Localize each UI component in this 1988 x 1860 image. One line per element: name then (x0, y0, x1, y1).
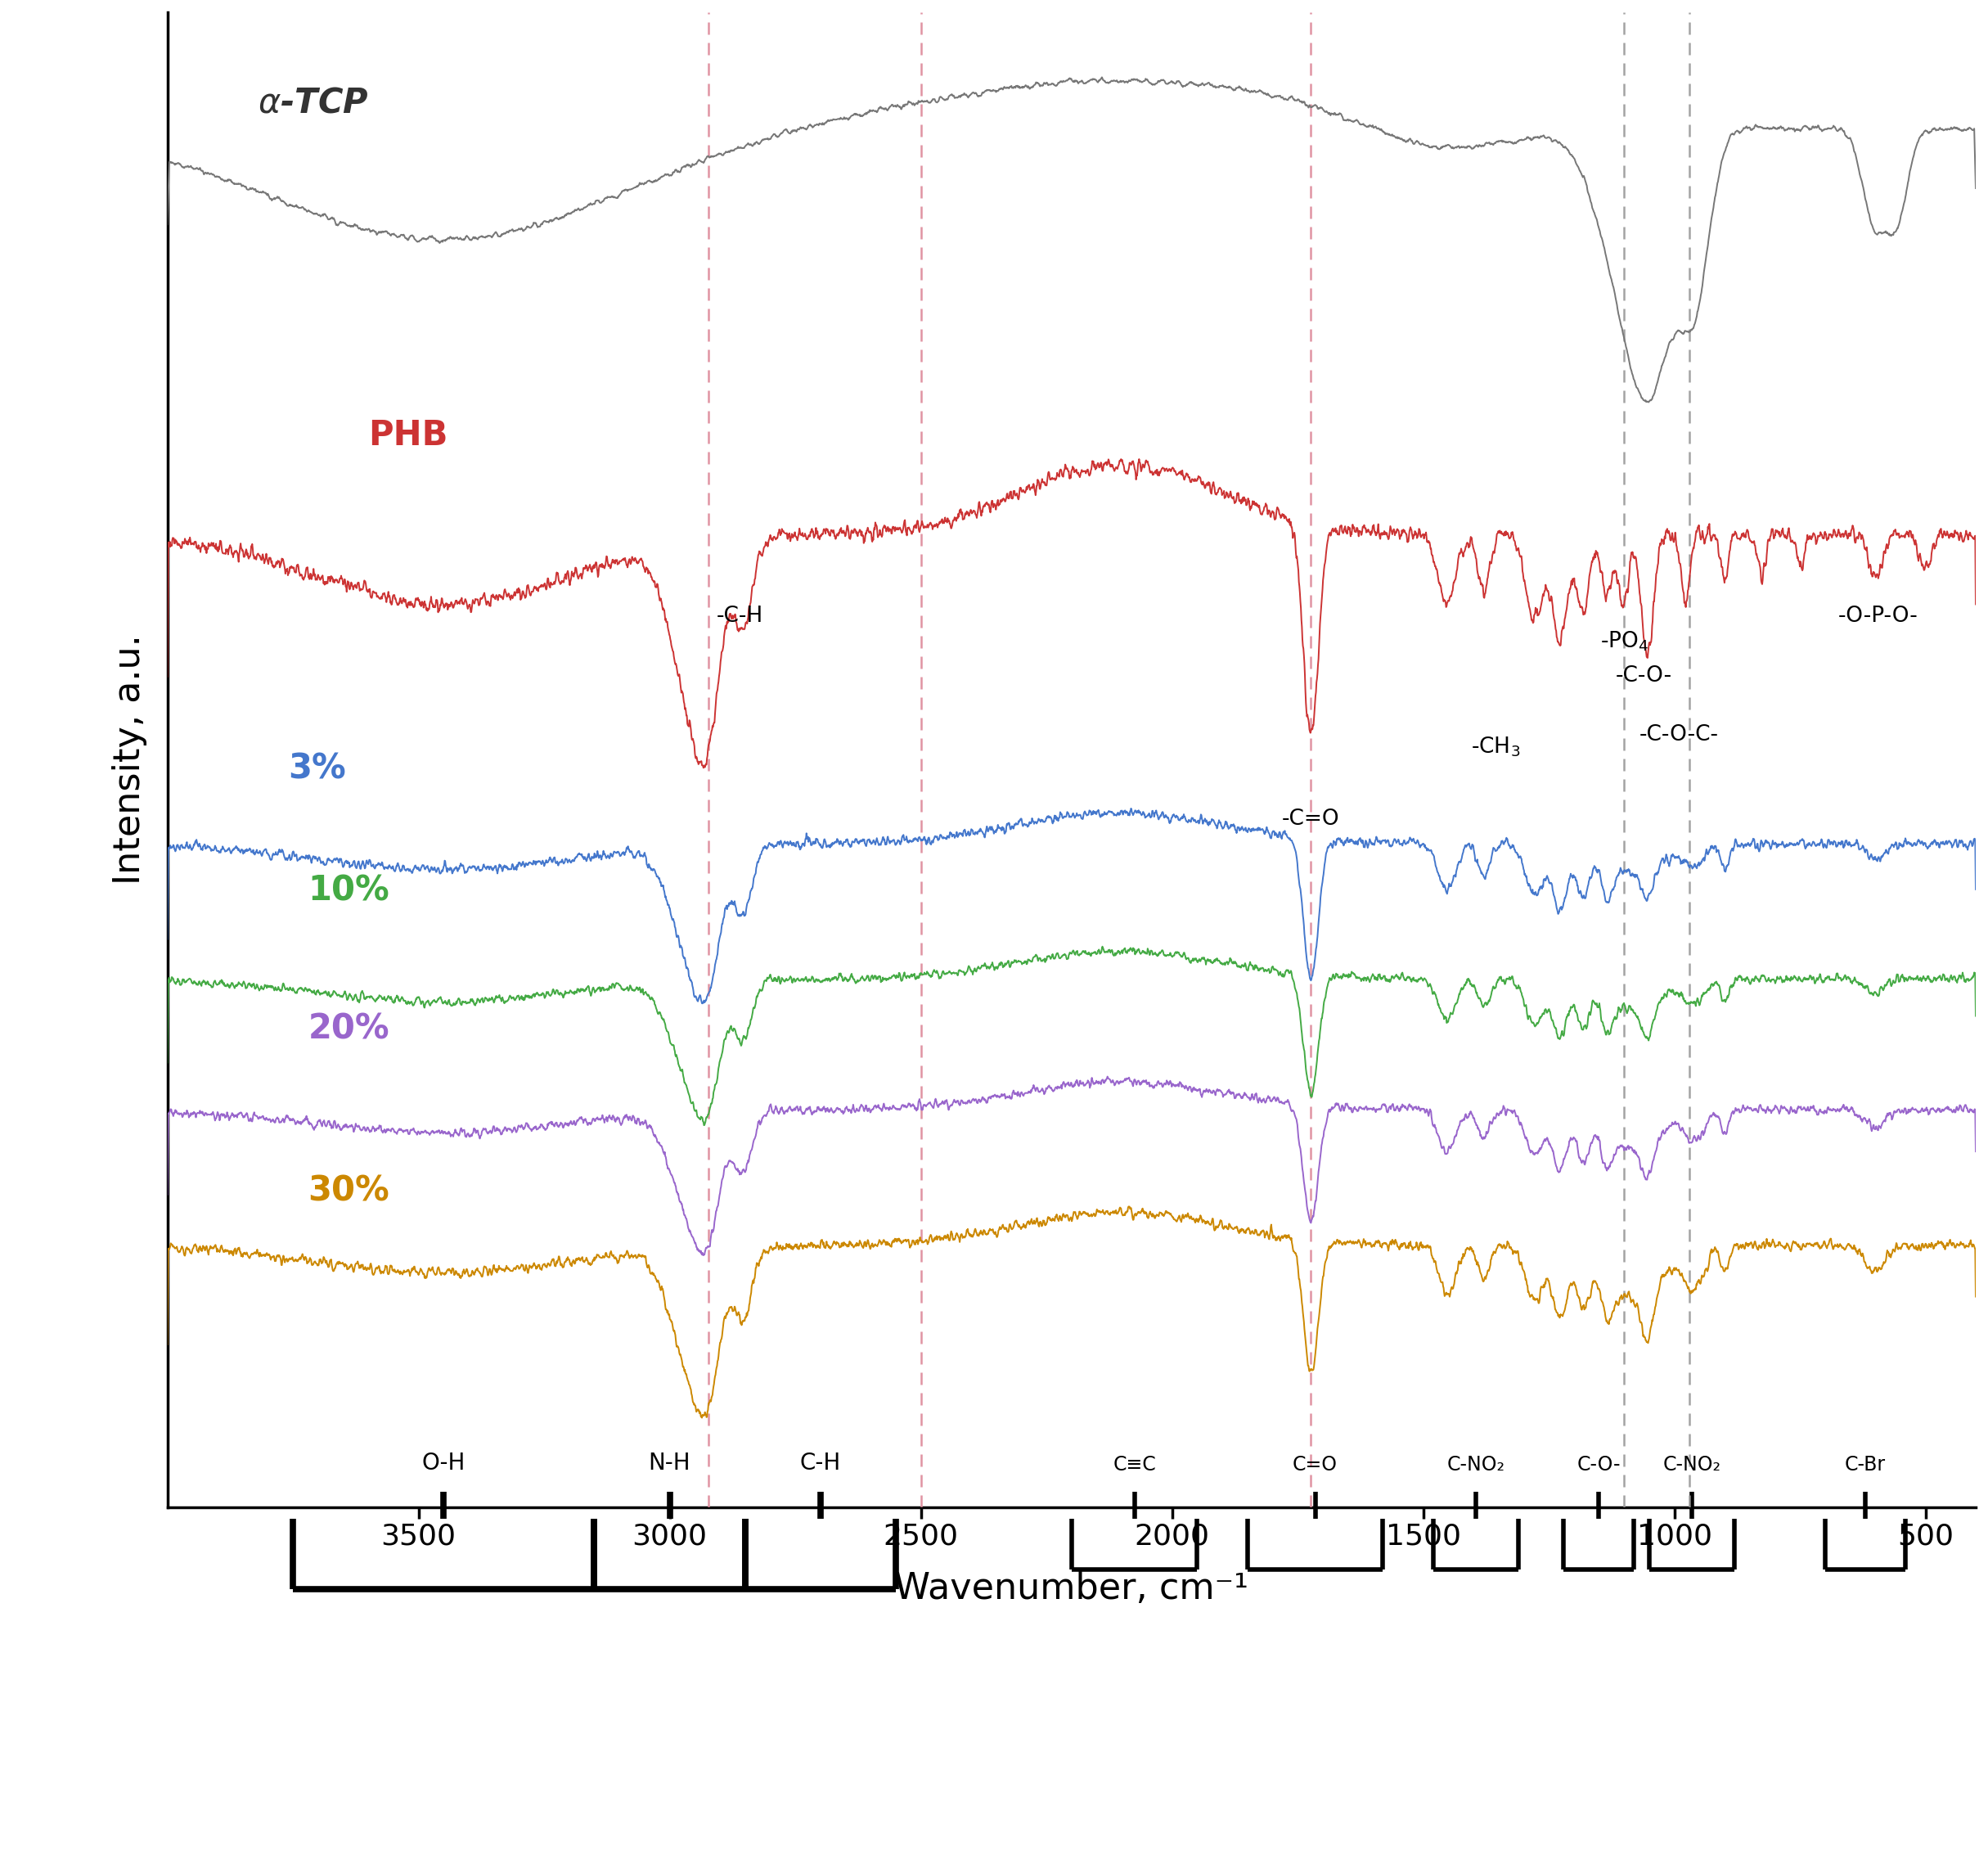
Text: -C-H: -C-H (716, 604, 763, 627)
Text: O-H: O-H (421, 1451, 465, 1475)
Text: C-Br: C-Br (1845, 1455, 1887, 1475)
Text: 3%: 3% (288, 751, 346, 787)
Text: 10%: 10% (308, 874, 390, 908)
Text: -CH$_3$: -CH$_3$ (1471, 735, 1521, 759)
Text: N-H: N-H (648, 1451, 690, 1475)
Text: C-H: C-H (799, 1451, 841, 1475)
Text: -O-P-O-: -O-P-O- (1837, 604, 1918, 627)
Text: -C-O-C-: -C-O-C- (1640, 724, 1720, 746)
Text: 20%: 20% (308, 1012, 390, 1045)
X-axis label: Wavenumber, cm⁻¹: Wavenumber, cm⁻¹ (895, 1570, 1248, 1605)
Y-axis label: Intensity, a.u.: Intensity, a.u. (111, 634, 147, 885)
Text: C-NO₂: C-NO₂ (1447, 1455, 1505, 1475)
Text: C-O-: C-O- (1576, 1455, 1620, 1475)
Text: 30%: 30% (308, 1174, 390, 1209)
Text: C=O: C=O (1292, 1455, 1338, 1475)
Text: -C=O: -C=O (1282, 809, 1340, 830)
Text: C-NO₂: C-NO₂ (1662, 1455, 1722, 1475)
Text: -PO$_4$: -PO$_4$ (1600, 631, 1648, 653)
Text: C≡C: C≡C (1113, 1455, 1155, 1475)
Text: $\alpha$-TCP: $\alpha$-TCP (258, 86, 368, 119)
Text: -C-O-: -C-O- (1616, 666, 1672, 686)
Text: PHB: PHB (368, 418, 447, 452)
